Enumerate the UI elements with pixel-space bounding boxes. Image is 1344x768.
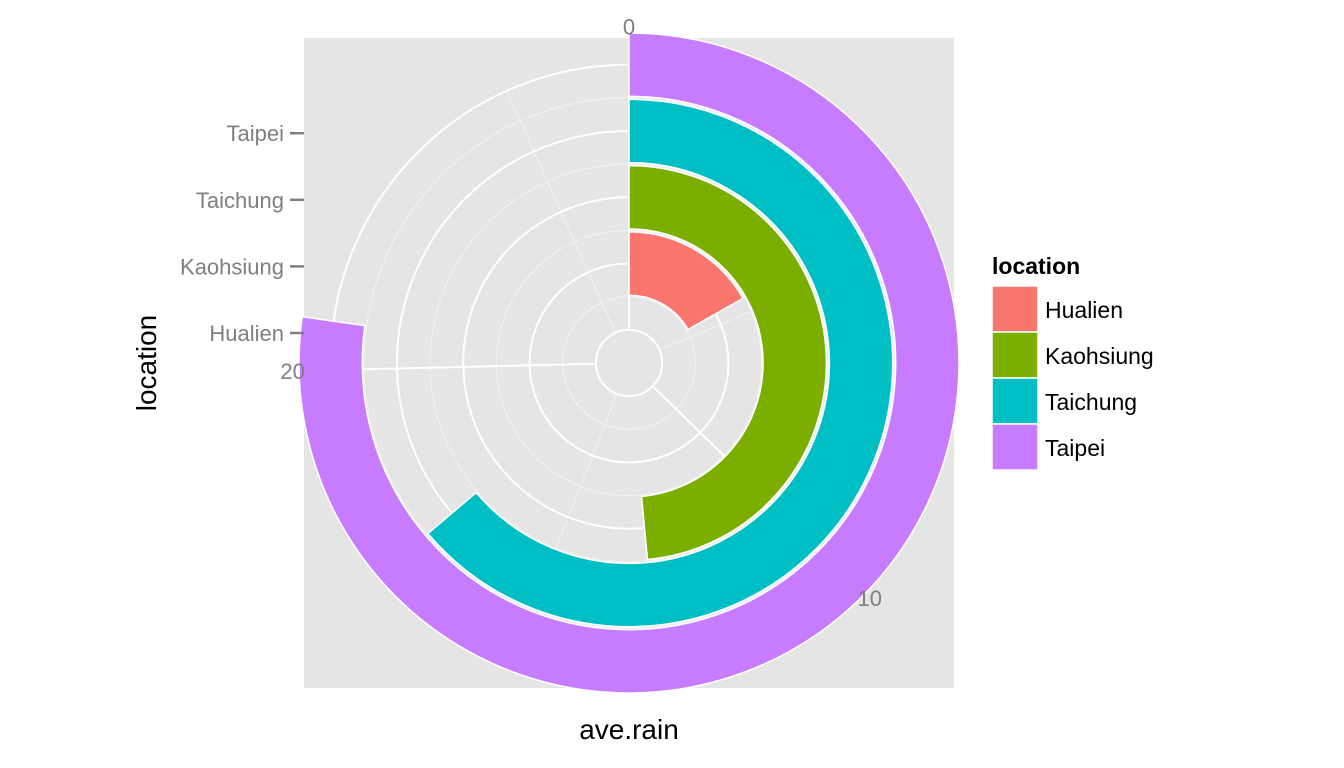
bar-taichung [426, 98, 894, 628]
radial-tick-label-taichung: Taichung [196, 188, 284, 213]
legend-label-hualien: Hualien [1045, 297, 1123, 323]
bar-hualien [628, 231, 745, 331]
legend-label-taichung: Taichung [1045, 389, 1137, 415]
legend-key-taipei [991, 423, 1039, 471]
bar-taipei [298, 32, 960, 694]
legend-label-kaohsiung: Kaohsiung [1045, 343, 1154, 369]
legend-key-kaohsiung [991, 331, 1039, 379]
legend-key-taichung [991, 377, 1039, 425]
radial-axis: Hualien Kaohsiung Taichung Taipei [180, 121, 304, 346]
theta-axis-labels: 0 10 20 [280, 15, 882, 612]
y-axis-title: location [131, 315, 162, 412]
major-ring-0 [594, 328, 664, 398]
radial-tick-label-kaohsiung: Kaohsiung [180, 254, 284, 279]
radial-tick-label-hualien: Hualien [209, 321, 284, 346]
theta-tick-label-2: 20 [280, 359, 304, 384]
legend: location Hualien Kaohsiung Taichung Taipei [991, 253, 1154, 471]
bar-kaohsiung [628, 164, 828, 561]
theta-tick-label-1: 10 [857, 586, 881, 611]
x-axis-title: ave.rain [579, 714, 679, 745]
theta-tick-label-0: 0 [623, 15, 635, 40]
bars-layer [298, 32, 960, 694]
legend-title: location [992, 253, 1080, 279]
radial-tick-label-taipei: Taipei [227, 121, 284, 146]
legend-label-taipei: Taipei [1045, 435, 1105, 461]
legend-key-hualien [991, 285, 1039, 333]
